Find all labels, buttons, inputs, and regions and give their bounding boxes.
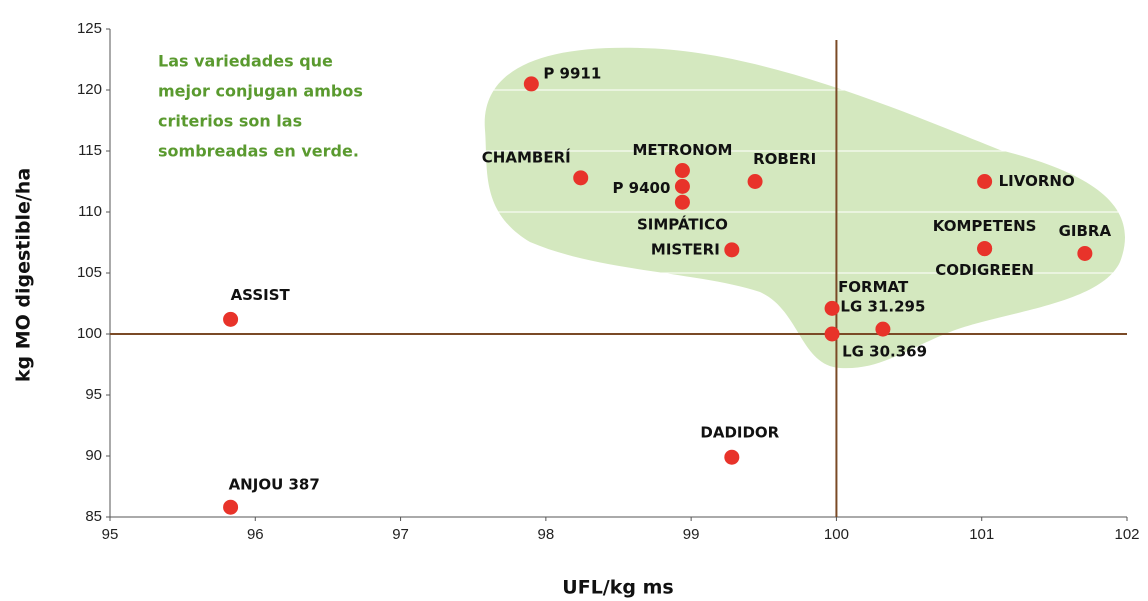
point-label: CHAMBERÍ — [482, 147, 571, 166]
annotation: sombreadas en verde. — [158, 142, 359, 161]
y-tick-label: 95 — [85, 386, 102, 403]
point — [824, 300, 840, 316]
point-label: DADIDOR — [700, 424, 779, 442]
point-label: KOMPETENS — [933, 217, 1037, 235]
point — [223, 499, 239, 515]
highlight-region — [484, 47, 1126, 369]
x-tick-label: 100 — [824, 526, 849, 543]
annotation: criterios son las — [158, 112, 302, 131]
point-label: GIBRA — [1059, 222, 1112, 240]
annotation: mejor conjugan ambos — [158, 82, 363, 101]
x-tick-label: 97 — [392, 526, 409, 543]
point-label: ANJOU 387 — [229, 476, 320, 494]
x-axis-title: UFL/kg ms — [562, 577, 673, 599]
point — [523, 76, 539, 92]
point-label: LIVORNO — [999, 172, 1075, 190]
point-label: FORMAT — [838, 278, 909, 296]
y-tick-label: 90 — [85, 447, 102, 464]
point — [223, 311, 239, 327]
point — [674, 178, 690, 194]
y-tick-label: 85 — [85, 508, 102, 525]
point-label: LG 30.369 — [842, 343, 927, 361]
y-tick-label: 125 — [77, 20, 102, 37]
point — [674, 163, 690, 179]
point — [977, 241, 993, 257]
point — [1077, 245, 1093, 261]
point-label: MISTERI — [651, 240, 720, 258]
y-tick-label: 115 — [78, 142, 102, 159]
point — [875, 321, 891, 337]
annotation: Las variedades que — [158, 52, 333, 71]
y-tick-label: 100 — [77, 325, 102, 342]
point — [674, 194, 690, 210]
y-axis-title: kg MO digestible/ha — [13, 168, 35, 382]
y-tick-label: 110 — [78, 203, 102, 220]
x-tick-label: 98 — [538, 526, 555, 543]
x-tick-label: 101 — [969, 526, 994, 543]
x-tick-label: 99 — [683, 526, 700, 543]
x-tick-label: 102 — [1114, 526, 1139, 543]
point-label: LG 31.295 — [840, 298, 925, 316]
point — [824, 326, 840, 342]
point — [573, 170, 589, 186]
y-tick-label: 105 — [77, 264, 102, 281]
point — [977, 174, 993, 189]
point-label: ROBERI — [753, 150, 816, 168]
point-label: METRONOM — [632, 141, 732, 159]
point-label: P 9400 — [612, 179, 670, 197]
x-tick-label: 95 — [102, 526, 119, 543]
point — [724, 449, 740, 465]
point — [747, 174, 763, 189]
y-tick-label: 120 — [77, 81, 102, 98]
point — [724, 242, 740, 258]
x-tick-label: 96 — [247, 526, 264, 543]
point-label: CODIGREEN — [935, 261, 1034, 279]
point-label: P 9911 — [543, 64, 601, 82]
point-label: ASSIST — [231, 286, 291, 304]
point-label: SIMPÁTICO — [637, 215, 728, 234]
